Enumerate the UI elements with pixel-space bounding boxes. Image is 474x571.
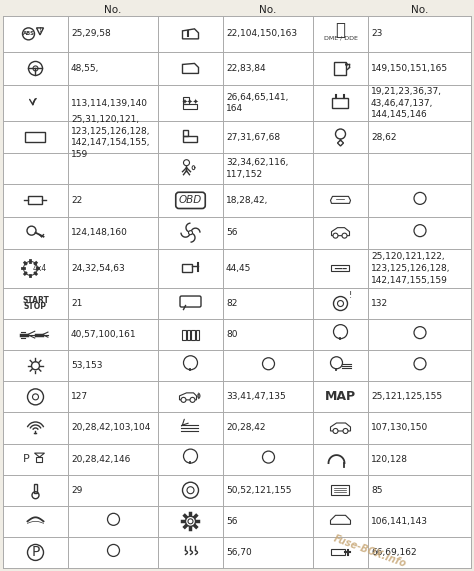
Bar bbox=[182, 264, 192, 272]
Text: 56: 56 bbox=[226, 517, 237, 526]
Bar bbox=[331, 485, 349, 495]
Text: 22,104,150,163: 22,104,150,163 bbox=[226, 29, 297, 38]
Text: 44,45: 44,45 bbox=[226, 264, 251, 273]
Text: 127: 127 bbox=[71, 392, 88, 401]
Text: 53,153: 53,153 bbox=[71, 361, 102, 370]
Text: Fuse-BOX.info: Fuse-BOX.info bbox=[332, 533, 408, 569]
Circle shape bbox=[185, 516, 195, 526]
Text: No.: No. bbox=[411, 5, 428, 15]
Text: 28,62: 28,62 bbox=[371, 132, 396, 142]
Text: STOP: STOP bbox=[24, 302, 47, 311]
Text: 23: 23 bbox=[371, 29, 383, 38]
Circle shape bbox=[189, 231, 192, 235]
Text: 56: 56 bbox=[226, 228, 237, 237]
Text: ABS: ABS bbox=[23, 31, 35, 37]
Text: P: P bbox=[23, 454, 30, 464]
Circle shape bbox=[181, 397, 186, 403]
Text: 66,69,162: 66,69,162 bbox=[371, 548, 417, 557]
Text: 22,83,84: 22,83,84 bbox=[226, 64, 265, 73]
Bar bbox=[191, 329, 195, 340]
Text: MAP: MAP bbox=[325, 391, 356, 403]
Text: 85: 85 bbox=[371, 486, 383, 494]
Text: 29: 29 bbox=[71, 486, 82, 494]
Text: ⦻: ⦻ bbox=[336, 21, 346, 39]
Bar bbox=[26, 132, 46, 142]
Text: No.: No. bbox=[259, 5, 277, 15]
Text: 24,32,54,63: 24,32,54,63 bbox=[71, 264, 125, 273]
Text: 33,41,47,135: 33,41,47,135 bbox=[226, 392, 286, 401]
Text: !: ! bbox=[38, 27, 41, 33]
Text: 113,114,139,140: 113,114,139,140 bbox=[71, 99, 148, 107]
Text: 32,34,62,116,
117,152: 32,34,62,116, 117,152 bbox=[226, 158, 288, 179]
Circle shape bbox=[333, 233, 338, 238]
Bar bbox=[28, 196, 43, 204]
Text: 20,28,42: 20,28,42 bbox=[226, 424, 265, 432]
Bar bbox=[182, 329, 186, 340]
Bar bbox=[34, 484, 37, 493]
Bar bbox=[335, 62, 346, 75]
Text: ✦✦✦: ✦✦✦ bbox=[182, 99, 199, 105]
Text: 18,28,42,: 18,28,42, bbox=[226, 196, 268, 205]
Text: 25,120,121,122,
123,125,126,128,
142,147,155,159: 25,120,121,122, 123,125,126,128, 142,147… bbox=[371, 252, 450, 285]
Bar bbox=[331, 549, 346, 556]
Text: 26,64,65,141,
164: 26,64,65,141, 164 bbox=[226, 93, 288, 114]
Circle shape bbox=[190, 397, 195, 403]
Bar bbox=[183, 136, 198, 142]
Text: 56,70: 56,70 bbox=[226, 548, 252, 557]
Bar bbox=[183, 104, 198, 109]
Text: 80: 80 bbox=[226, 330, 237, 339]
Bar bbox=[196, 329, 200, 340]
Circle shape bbox=[345, 63, 348, 66]
Text: 106,141,143: 106,141,143 bbox=[371, 517, 428, 526]
Bar bbox=[187, 329, 191, 340]
Text: 4x4: 4x4 bbox=[32, 264, 46, 273]
Text: OBD: OBD bbox=[179, 195, 202, 206]
Circle shape bbox=[342, 233, 347, 238]
Text: 149,150,151,165: 149,150,151,165 bbox=[371, 64, 448, 73]
Text: 25,31,120,121,
123,125,126,128,
142,147,154,155,
159: 25,31,120,121, 123,125,126,128, 142,147,… bbox=[71, 115, 151, 159]
Text: 25,29,58: 25,29,58 bbox=[71, 29, 111, 38]
Text: P: P bbox=[31, 545, 40, 560]
Circle shape bbox=[343, 428, 348, 433]
Text: 107,130,150: 107,130,150 bbox=[371, 424, 428, 432]
Text: START: START bbox=[22, 296, 49, 305]
Text: 20,28,42,146: 20,28,42,146 bbox=[71, 455, 130, 464]
Text: 50,52,121,155: 50,52,121,155 bbox=[226, 486, 292, 494]
Text: 20,28,42,103,104: 20,28,42,103,104 bbox=[71, 424, 150, 432]
Bar bbox=[183, 97, 190, 104]
Text: 132: 132 bbox=[371, 299, 388, 308]
Text: 48,55,: 48,55, bbox=[71, 64, 100, 73]
Text: No.: No. bbox=[104, 5, 122, 15]
Text: ━━━: ━━━ bbox=[334, 266, 347, 271]
Text: 40,57,100,161: 40,57,100,161 bbox=[71, 330, 137, 339]
Text: 19,21,23,36,37,
43,46,47,137,
144,145,146: 19,21,23,36,37, 43,46,47,137, 144,145,14… bbox=[371, 87, 442, 119]
Bar bbox=[331, 266, 349, 271]
Circle shape bbox=[333, 428, 338, 433]
Text: !: ! bbox=[349, 291, 352, 300]
Bar bbox=[332, 98, 348, 108]
Text: 120,128: 120,128 bbox=[371, 455, 408, 464]
Text: 82: 82 bbox=[226, 299, 237, 308]
Bar bbox=[183, 130, 189, 136]
Text: 25,121,125,155: 25,121,125,155 bbox=[371, 392, 442, 401]
Text: 22: 22 bbox=[71, 196, 82, 205]
Text: 27,31,67,68: 27,31,67,68 bbox=[226, 132, 280, 142]
Text: 21: 21 bbox=[71, 299, 82, 308]
Text: DME / DDE: DME / DDE bbox=[324, 35, 357, 41]
Text: 124,148,160: 124,148,160 bbox=[71, 228, 128, 237]
Bar bbox=[36, 457, 43, 462]
